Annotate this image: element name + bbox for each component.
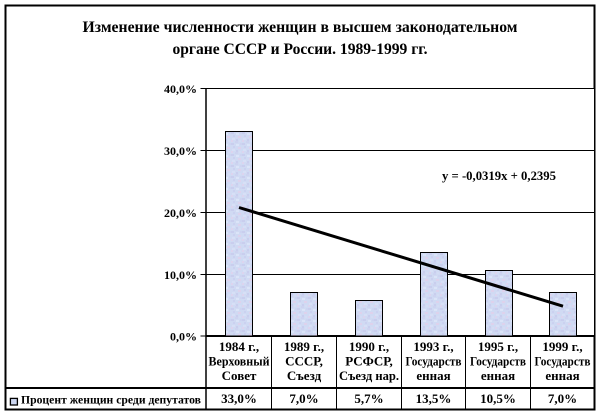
svg-text:13,5%: 13,5% [416,391,452,406]
svg-text:Верховный: Верховный [209,354,270,369]
svg-text:Государств: Государств [535,354,591,369]
svg-text:5,7%: 5,7% [354,391,383,406]
svg-text:Съезд: Съезд [287,368,322,383]
svg-text:1995 г.,: 1995 г., [478,339,518,354]
svg-text:40,0%: 40,0% [164,82,197,96]
svg-text:СССР,: СССР, [285,354,323,369]
svg-text:енная: енная [481,368,515,383]
svg-text:10,5%: 10,5% [480,391,516,406]
svg-text:1984 г.,: 1984 г., [219,339,259,354]
svg-text:10,0%: 10,0% [164,268,197,282]
svg-text:0,0%: 0,0% [170,330,197,344]
svg-text:Государств: Государств [470,354,526,369]
svg-text:30,0%: 30,0% [164,144,197,158]
svg-text:Государств: Государств [406,354,462,369]
svg-text:Изменение численности женщин в: Изменение численности женщин в высшем за… [83,19,518,36]
svg-text:y = -0,0319x + 0,2395: y = -0,0319x + 0,2395 [442,168,556,183]
svg-text:Съезд нар.: Съезд нар. [339,368,399,383]
svg-text:7,0%: 7,0% [548,391,577,406]
svg-text:33,0%: 33,0% [221,391,257,406]
svg-text:1989 г.,: 1989 г., [284,339,324,354]
svg-text:1999 г.,: 1999 г., [542,339,582,354]
svg-text:1993 г.,: 1993 г., [413,339,453,354]
svg-text:Процент женщин среди депутатов: Процент женщин среди депутатов [21,393,201,407]
svg-text:органе СССР и России. 1989-199: органе СССР и России. 1989-1999 гг. [173,41,428,58]
svg-text:1990 г.,: 1990 г., [349,339,389,354]
svg-text:Совет: Совет [222,368,257,383]
svg-text:енная: енная [416,368,450,383]
svg-text:РСФСР,: РСФСР, [345,354,393,369]
svg-text:20,0%: 20,0% [164,206,197,220]
svg-text:7,0%: 7,0% [289,391,318,406]
svg-text:енная: енная [545,368,579,383]
